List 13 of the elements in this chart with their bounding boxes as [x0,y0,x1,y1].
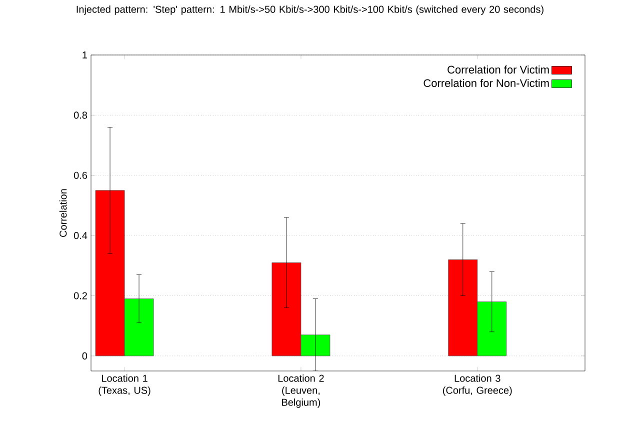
y-tick-label: 0.6 [74,172,88,179]
y-tick-label: 0.4 [74,232,88,240]
chart-title: Injected pattern: 'Step' pattern: 1 Mbit/s->50 Kbit/s->300 Kbit/s->100 Kbit/s (switched every 20 seconds) [76,6,544,15]
y-axis-title: Correlation [59,189,67,237]
x-tick-label: Location 2 (Leuven, Belgium) [278,374,324,408]
x-tick-label: Location 3 (Corfu, Greece) [443,374,512,396]
y-tick-label: 0.8 [74,112,88,119]
legend-label: Correlation for Victim [448,65,549,74]
y-tick-label: 1 [82,52,87,58]
y-tick-label: 0 [82,352,88,360]
legend-label: Correlation for Non-Victim [424,78,549,88]
y-tick-label: 0.2 [74,292,87,300]
x-tick-label: Location 1 (Texas, US) [98,374,150,396]
